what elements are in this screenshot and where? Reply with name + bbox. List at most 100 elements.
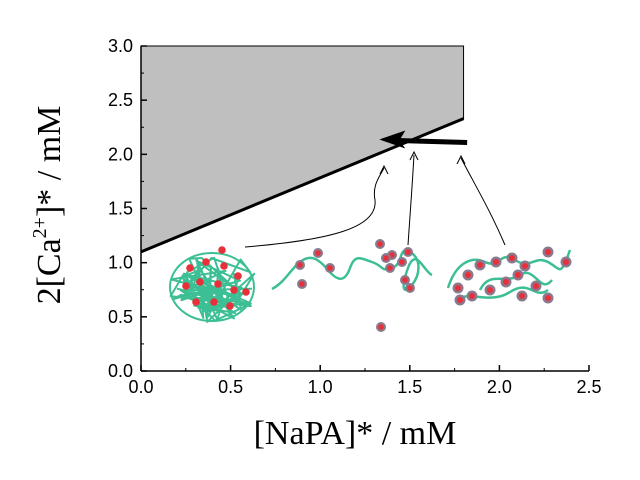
chain-bead (400, 275, 410, 285)
y-tick-label: 0.0 (108, 361, 133, 381)
bead-core (405, 249, 411, 255)
bead-core (468, 292, 476, 300)
dense-coil-bead (230, 286, 238, 294)
bead-core (521, 262, 529, 270)
dense-coil-bead (218, 246, 226, 254)
bead-core (402, 277, 408, 283)
connector-arrow-1 (244, 164, 389, 248)
chain-bead (462, 269, 474, 281)
x-axis-label: [NaPA]* / mM (254, 415, 457, 452)
x-tick-label: 1.5 (397, 377, 422, 397)
chain-bead (297, 279, 307, 289)
dense-coil-bead (196, 278, 204, 286)
chain-bead (375, 239, 385, 249)
bead-core (518, 292, 526, 300)
bead-core (377, 241, 383, 247)
bead-core (508, 254, 516, 262)
bead-core (297, 262, 303, 268)
connector-head (379, 164, 389, 175)
connector-line (460, 157, 506, 246)
chain-bead (381, 253, 391, 263)
chain-bead (405, 283, 415, 293)
x-tick-label: 2.5 (576, 377, 601, 397)
bead-core (492, 258, 500, 266)
chain-bead (403, 247, 413, 257)
connector-arrow-2 (407, 150, 419, 246)
arrow-head (379, 130, 406, 149)
chain-bead (385, 263, 395, 273)
chain-bead (519, 260, 531, 272)
dense-coil-bead (214, 280, 222, 288)
y-axis-label-superscript: 2+ (29, 217, 51, 238)
bead-core (327, 265, 333, 271)
connector-head (456, 154, 466, 165)
bead-core (407, 285, 413, 291)
bead-core (378, 324, 384, 330)
polymer-illustrations (169, 150, 572, 332)
chain-bead (454, 294, 466, 306)
dense-coil-bead (234, 272, 242, 280)
dense-coil-outline (169, 252, 255, 322)
y-tick-label: 0.5 (108, 307, 133, 327)
connector-line (407, 154, 415, 246)
y-axis-label-prefix: 2[Ca (31, 238, 68, 304)
chain-bead (466, 290, 478, 302)
bead-core (476, 261, 484, 269)
chain-bead (325, 263, 335, 273)
bead-core (456, 296, 464, 304)
chain-bead (512, 269, 524, 281)
bead-core (464, 271, 472, 279)
chain-bead (500, 276, 512, 288)
x-tick-label: 0.5 (218, 377, 243, 397)
bead-core (454, 284, 462, 292)
y-tick-label: 2.5 (108, 90, 133, 110)
bead-core (532, 282, 540, 290)
chain-bead (474, 259, 486, 271)
dense-coil-bead (186, 264, 194, 272)
dense-coil-bead (220, 262, 228, 270)
connector-head (409, 150, 419, 161)
dense-coil-bead (242, 288, 250, 296)
dense-coil-bead (202, 258, 210, 266)
chain-bead (490, 256, 502, 268)
y-tick-label: 1.5 (108, 199, 133, 219)
chain-bead (484, 284, 496, 296)
chain-bead (506, 252, 518, 264)
bead-core (486, 286, 494, 294)
chain-bead (530, 280, 542, 292)
dense-coil-bead (210, 298, 218, 306)
y-axis-label: 2[Ca2+]* / mM (29, 106, 68, 305)
chain-bead (560, 256, 572, 268)
bead-core (399, 259, 405, 265)
bead-core (299, 281, 305, 287)
bead-core (544, 294, 552, 302)
y-tick-label: 2.0 (108, 144, 133, 164)
chain-bead (542, 246, 554, 258)
chain-bead (313, 248, 323, 258)
bead-core (383, 255, 389, 261)
dense-coil-bead (226, 302, 234, 310)
bead-core (544, 248, 552, 256)
x-tick-label: 1.0 (308, 377, 333, 397)
bead-core (315, 250, 321, 256)
x-tick-label: 2.0 (487, 377, 512, 397)
x-tick-label: 0.0 (128, 377, 153, 397)
chain-bead (452, 282, 464, 294)
chain-bead (397, 257, 407, 267)
chain-bead (516, 290, 528, 302)
connector-line (244, 167, 385, 248)
bead-core (387, 265, 393, 271)
free-bead (376, 322, 386, 332)
y-axis-label-suffix: ]* / mM (31, 106, 68, 217)
y-tick-label: 3.0 (108, 36, 133, 56)
chain-bead (295, 260, 305, 270)
ticks: 0.0 0.5 1.0 1.5 2.0 2.5 0.0 0.5 1.0 1.5 2.0 2.5 3.0 (108, 36, 602, 397)
connector-arrow-3 (456, 154, 506, 246)
bead-core (562, 258, 570, 266)
dense-coil-bead (182, 282, 190, 290)
y-tick-label: 1.0 (108, 253, 133, 273)
chain-bead (542, 292, 554, 304)
bead-core (502, 278, 510, 286)
bead-core (514, 271, 522, 279)
